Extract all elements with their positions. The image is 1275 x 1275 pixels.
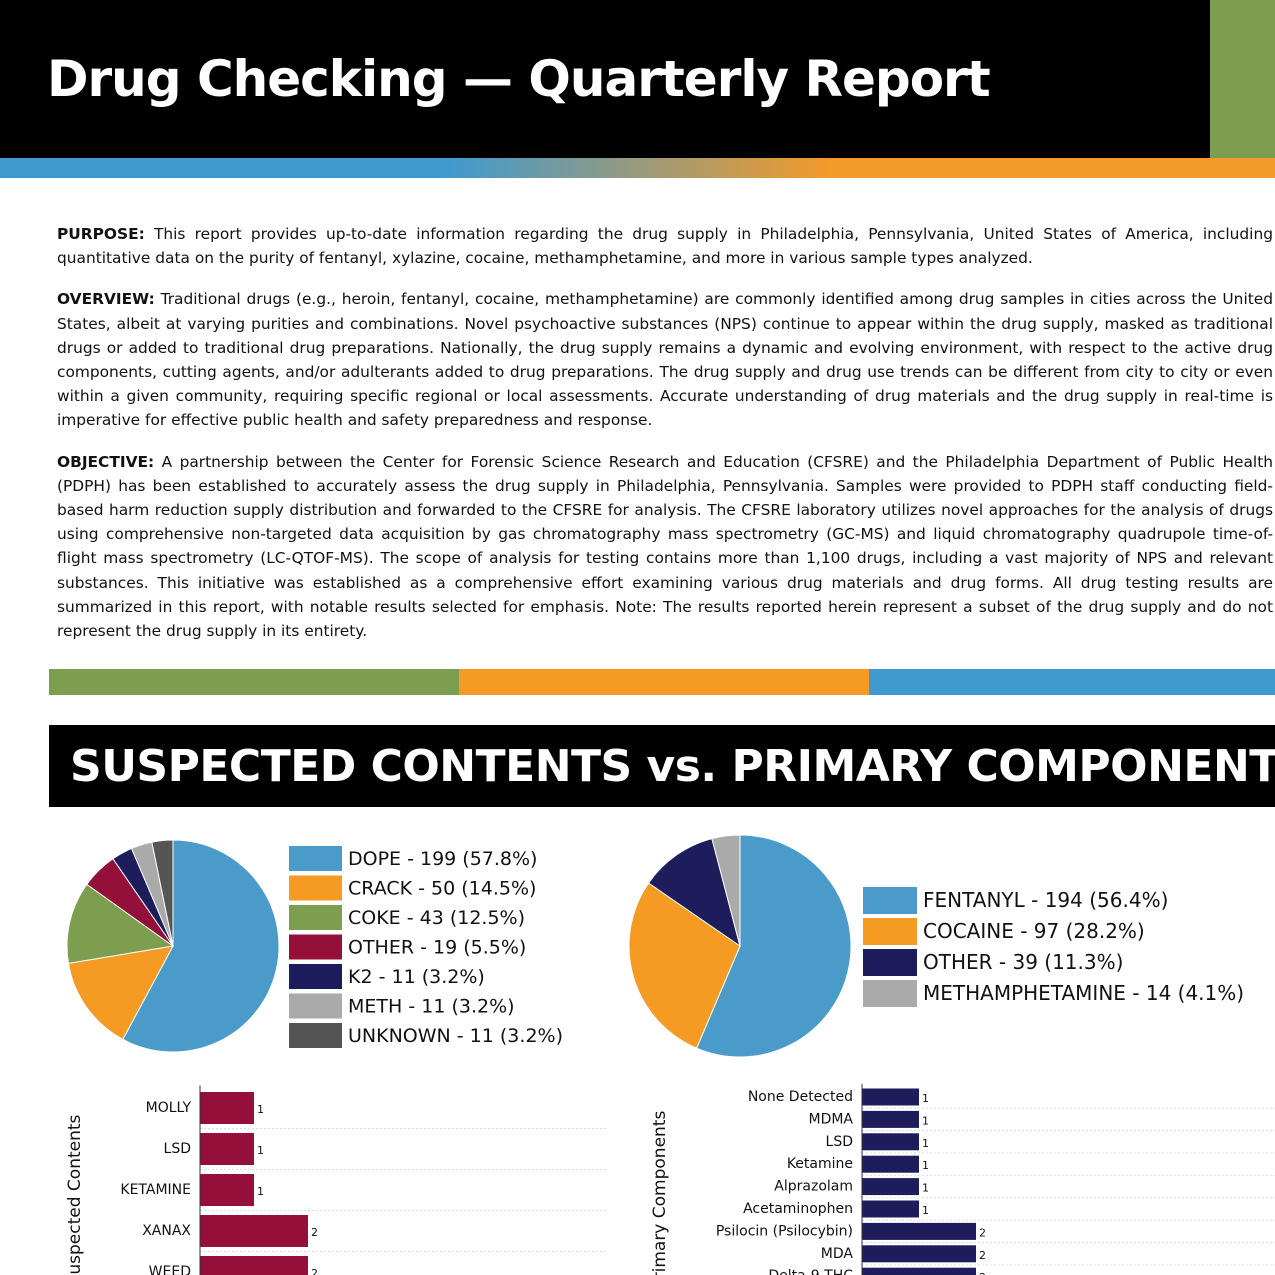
legend-label: DOPE - 199 (57.8%) [348, 848, 537, 870]
legend-swatch [289, 993, 342, 1019]
legend-label: K2 - 11 (3.2%) [348, 966, 485, 988]
bar [200, 1174, 254, 1206]
label: PURPOSE: [57, 225, 145, 243]
color-band [459, 669, 869, 695]
legend-swatch [289, 1023, 342, 1048]
legend-swatch [289, 846, 342, 871]
legend-label: METHAMPHETAMINE - 14 (4.1%) [923, 981, 1244, 1005]
value-label: 1 [257, 1185, 264, 1198]
bar [862, 1200, 919, 1218]
pie-slice [151, 839, 174, 947]
header-accent [1210, 0, 1275, 158]
value-label: 2 [311, 1267, 318, 1275]
legend-swatch [289, 934, 342, 960]
value-label: 1 [922, 1182, 929, 1195]
bar [862, 1222, 976, 1240]
category-label: Ketamine [787, 1156, 853, 1172]
bar [862, 1267, 976, 1275]
bar [862, 1133, 919, 1151]
category-label: Acetaminophen [743, 1201, 853, 1217]
pie-slice [122, 839, 280, 1053]
body: A partnership between the Center for For… [57, 452, 1273, 641]
legend-swatch [863, 980, 917, 1007]
legend-swatch [863, 887, 917, 914]
value-label: 1 [922, 1114, 929, 1127]
intro: PURPOSE: This report provides up-to-date… [57, 222, 1273, 660]
value-label: 1 [257, 1103, 264, 1116]
pie-slice [695, 834, 852, 1058]
label: OBJECTIVE: [57, 452, 155, 471]
value-label: 2 [979, 1271, 986, 1275]
legend-label: CRACK - 50 (14.5%) [348, 878, 536, 900]
category-label: Alprazolam [774, 1179, 853, 1195]
pie-slice [67, 945, 174, 1041]
legend-label: METH - 11 (3.2%) [348, 996, 515, 1018]
legend-swatch [289, 905, 342, 930]
category-label: LSD [164, 1141, 191, 1157]
category-label: WEED [149, 1264, 191, 1275]
legend-swatch [863, 949, 917, 976]
bar [200, 1215, 308, 1247]
color-band [869, 669, 1275, 695]
value-label: 2 [979, 1226, 986, 1239]
bar [862, 1088, 919, 1106]
value-label: 1 [922, 1137, 929, 1150]
legend-label: COCAINE - 97 (28.2%) [923, 919, 1145, 943]
value-label: 1 [922, 1159, 929, 1172]
header: Drug Checking — Quarterly Report [0, 0, 1210, 158]
category-label: MDA [821, 1246, 854, 1262]
bar [862, 1110, 919, 1128]
paragraph: PURPOSE: This report provides up-to-date… [57, 222, 1273, 270]
pie-slice [711, 834, 741, 947]
legend-swatch [289, 875, 342, 901]
category-label: None Detected [748, 1089, 853, 1105]
legend-swatch [863, 918, 917, 945]
category-label: KETAMINE [120, 1182, 191, 1198]
y-axis-title: Primary Components [650, 1111, 670, 1275]
legend-label: OTHER - 39 (11.3%) [923, 950, 1123, 974]
legend-label: UNKNOWN - 11 (3.2%) [348, 1025, 563, 1047]
value-label: 1 [922, 1092, 929, 1105]
value-label: 1 [922, 1204, 929, 1217]
pie-slice [66, 883, 175, 964]
body: Traditional drugs (e.g., heroin, fentany… [57, 290, 1273, 430]
title: Drug Checking — Quarterly Report [47, 50, 991, 108]
category-label: Psilocin (Psilocybin) [716, 1223, 853, 1239]
label: OVERVIEW: [57, 290, 155, 309]
category-label: LSD [826, 1134, 853, 1150]
section-header: SUSPECTED CONTENTS vs. PRIMARY COMPONENT [49, 725, 1275, 807]
legend-label: FENTANYL - 194 (56.4%) [923, 888, 1168, 912]
pie-slice [628, 882, 741, 1049]
category-label: MDMA [808, 1111, 853, 1127]
y-axis-title: Suspected Contents [65, 1114, 85, 1275]
section-title: SUSPECTED CONTENTS vs. PRIMARY COMPONENT [70, 741, 1275, 792]
bar [200, 1092, 254, 1124]
body: This report provides up-to-date informat… [57, 225, 1273, 268]
bar [200, 1256, 308, 1275]
value-label: 1 [257, 1144, 264, 1157]
value-label: 2 [979, 1249, 986, 1262]
bar [862, 1178, 919, 1196]
legend-label: OTHER - 19 (5.5%) [348, 937, 526, 959]
value-label: 2 [311, 1226, 318, 1239]
gradient-rule [0, 158, 1275, 178]
bar [862, 1245, 976, 1263]
color-band [49, 669, 459, 695]
category-label: XANAX [142, 1223, 191, 1239]
paragraph: OVERVIEW: Traditional drugs (e.g., heroi… [57, 287, 1273, 432]
legend-swatch [289, 964, 342, 989]
category-label: Delta-9 THC [768, 1268, 853, 1275]
pie-slice [647, 837, 741, 948]
paragraph: OBJECTIVE: A partnership between the Cen… [57, 450, 1273, 644]
bar [862, 1155, 919, 1173]
category-label: MOLLY [146, 1100, 192, 1116]
legend-label: COKE - 43 (12.5%) [348, 907, 525, 929]
bar [200, 1133, 254, 1165]
